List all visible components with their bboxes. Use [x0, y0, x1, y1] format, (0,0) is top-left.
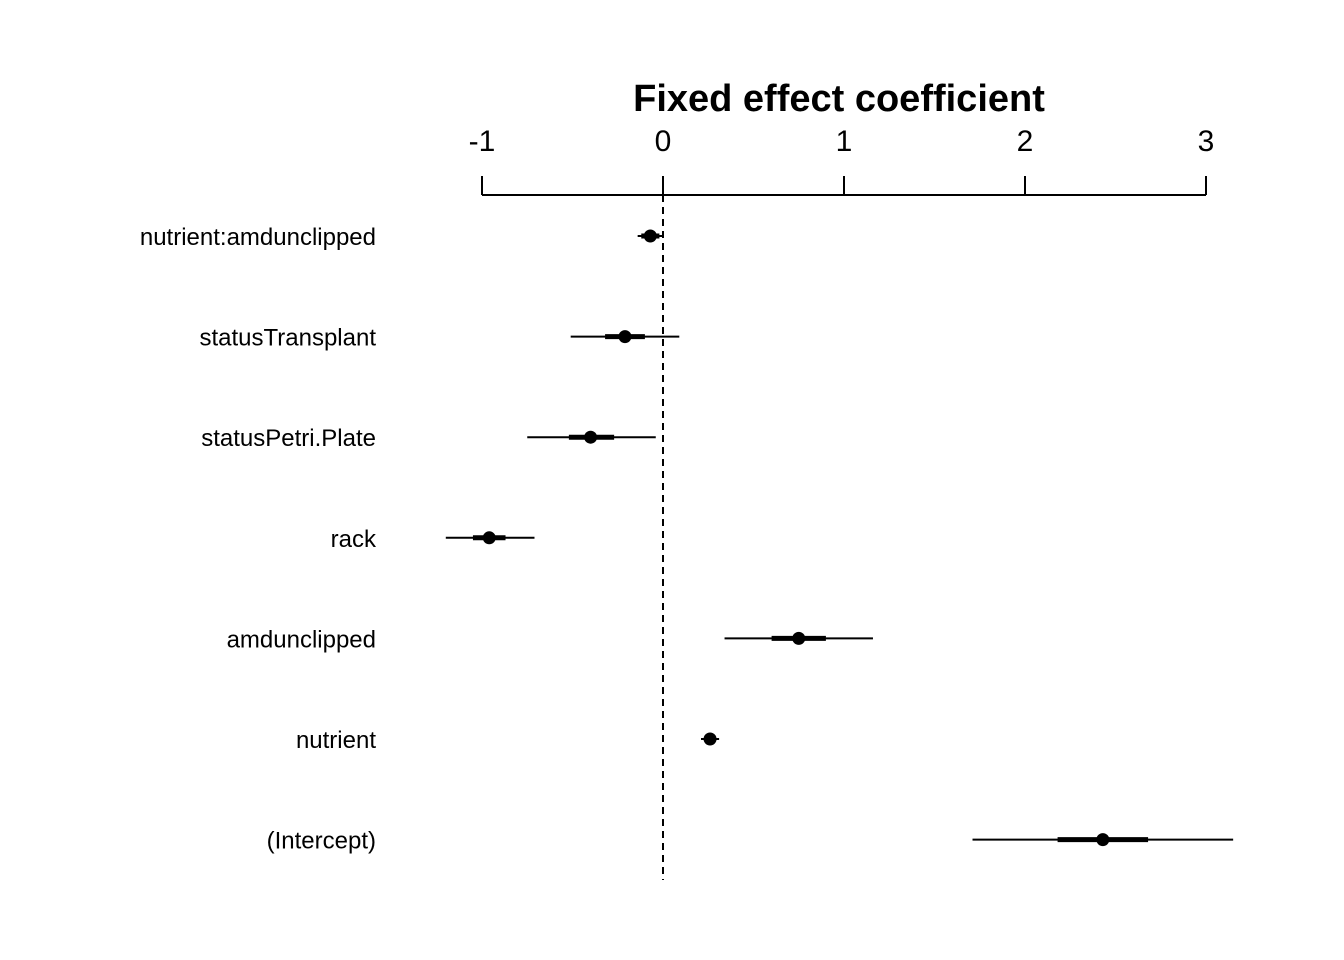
x-tick-label: -1 — [469, 125, 496, 158]
chart-title: Fixed effect coefficient — [633, 78, 1045, 120]
coefficient-row: nutrient — [296, 727, 720, 754]
x-tick-label: 1 — [836, 125, 853, 158]
x-tick-label: 3 — [1198, 125, 1215, 158]
point-estimate — [643, 229, 657, 243]
row-label: (Intercept) — [267, 828, 376, 855]
x-tick-label: 2 — [1017, 125, 1034, 158]
coefficient-row: (Intercept) — [267, 828, 1234, 855]
row-label: nutrient:amdunclipped — [140, 224, 376, 251]
row-label: statusPetri.Plate — [201, 425, 376, 452]
point-estimate — [584, 430, 598, 444]
row-label: statusTransplant — [199, 325, 376, 352]
row-label: nutrient — [296, 727, 376, 754]
x-axis: -1 0 1 2 3 — [469, 125, 1215, 196]
point-estimate — [482, 531, 496, 545]
point-estimate — [618, 330, 632, 344]
row-label: rack — [331, 526, 377, 553]
point-estimate — [1096, 833, 1110, 847]
row-label: amdunclipped — [227, 626, 376, 653]
x-tick-label: 0 — [655, 125, 672, 158]
coefficient-row: amdunclipped — [227, 626, 873, 653]
coefficient-row: nutrient:amdunclipped — [140, 224, 663, 251]
coefficient-row: statusTransplant — [199, 325, 680, 352]
coefficient-rows: nutrient:amdunclipped statusTransplant sta… — [140, 224, 1234, 855]
point-estimate — [792, 631, 806, 645]
coefficient-row: rack — [331, 526, 535, 553]
coefficient-row: statusPetri.Plate — [201, 425, 656, 452]
point-estimate — [703, 732, 717, 746]
